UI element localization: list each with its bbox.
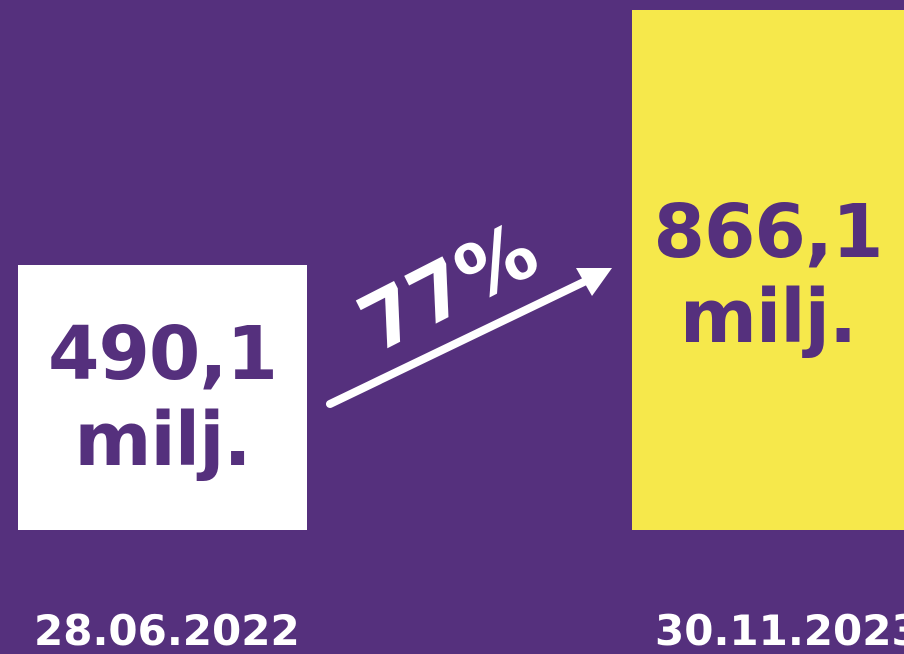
bar-28-06-2022: 490,1 milj. — [18, 265, 307, 530]
bar-value-label-1: 490,1 — [47, 311, 278, 398]
category-label-2: 30.11.2023 — [655, 606, 904, 654]
bar-unit-label-2: milj. — [679, 274, 857, 361]
growth-arrow-head-icon — [576, 268, 612, 296]
bar-value-label-2: 866,1 — [653, 189, 883, 275]
bar-unit-label-1: milj. — [74, 396, 251, 483]
category-label-1: 28.06.2022 — [34, 606, 300, 654]
growth-percentage-label: 77% — [344, 205, 552, 371]
bar-30-11-2023: 866,1 milj. — [632, 10, 904, 530]
